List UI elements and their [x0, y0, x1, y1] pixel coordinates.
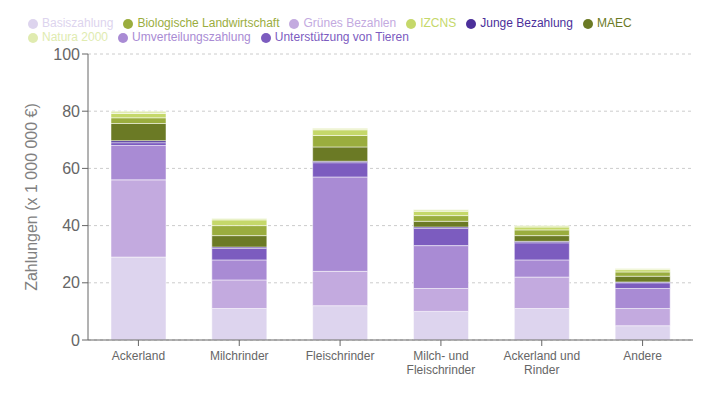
- svg-text:60: 60: [62, 160, 80, 177]
- html-text:Natura 2000: Natura 2000: [42, 30, 108, 44]
- html-text:Umverteilungszahlung: Umverteilungszahlung: [132, 30, 251, 44]
- html-text:MAEC: MAEC: [597, 16, 632, 30]
- html-text:Biologische Landwirtschaft: Biologische Landwirtschaft: [137, 16, 280, 30]
- svg-text:0: 0: [71, 332, 80, 349]
- svg-text:20: 20: [62, 274, 80, 291]
- svg-text:Milchrinder: Milchrinder: [210, 349, 269, 363]
- svg-text:Ackerland undRinder: Ackerland undRinder: [503, 349, 580, 377]
- html-text:Junge Bezahlung: Junge Bezahlung: [480, 16, 573, 30]
- svg-text:80: 80: [62, 103, 80, 120]
- svg-text:Milch- undFleischrinder: Milch- undFleischrinder: [407, 349, 476, 377]
- html-text:Basiszahlung: Basiszahlung: [42, 16, 114, 30]
- html-text:IZCNS: IZCNS: [420, 16, 457, 30]
- svg-text:Fleischrinder: Fleischrinder: [306, 349, 375, 363]
- svg-text:Andere: Andere: [623, 349, 662, 363]
- html-text:Unterstützung von Tieren: Unterstützung von Tieren: [274, 30, 409, 44]
- svg-text:40: 40: [62, 217, 80, 234]
- svg-text:Zahlungen (x 1 000 000 €): Zahlungen (x 1 000 000 €): [23, 103, 40, 291]
- svg-text:100: 100: [53, 46, 80, 63]
- html-text:Grünes Bezahlen: Grünes Bezahlen: [303, 16, 397, 30]
- svg-text:Ackerland: Ackerland: [112, 349, 165, 363]
